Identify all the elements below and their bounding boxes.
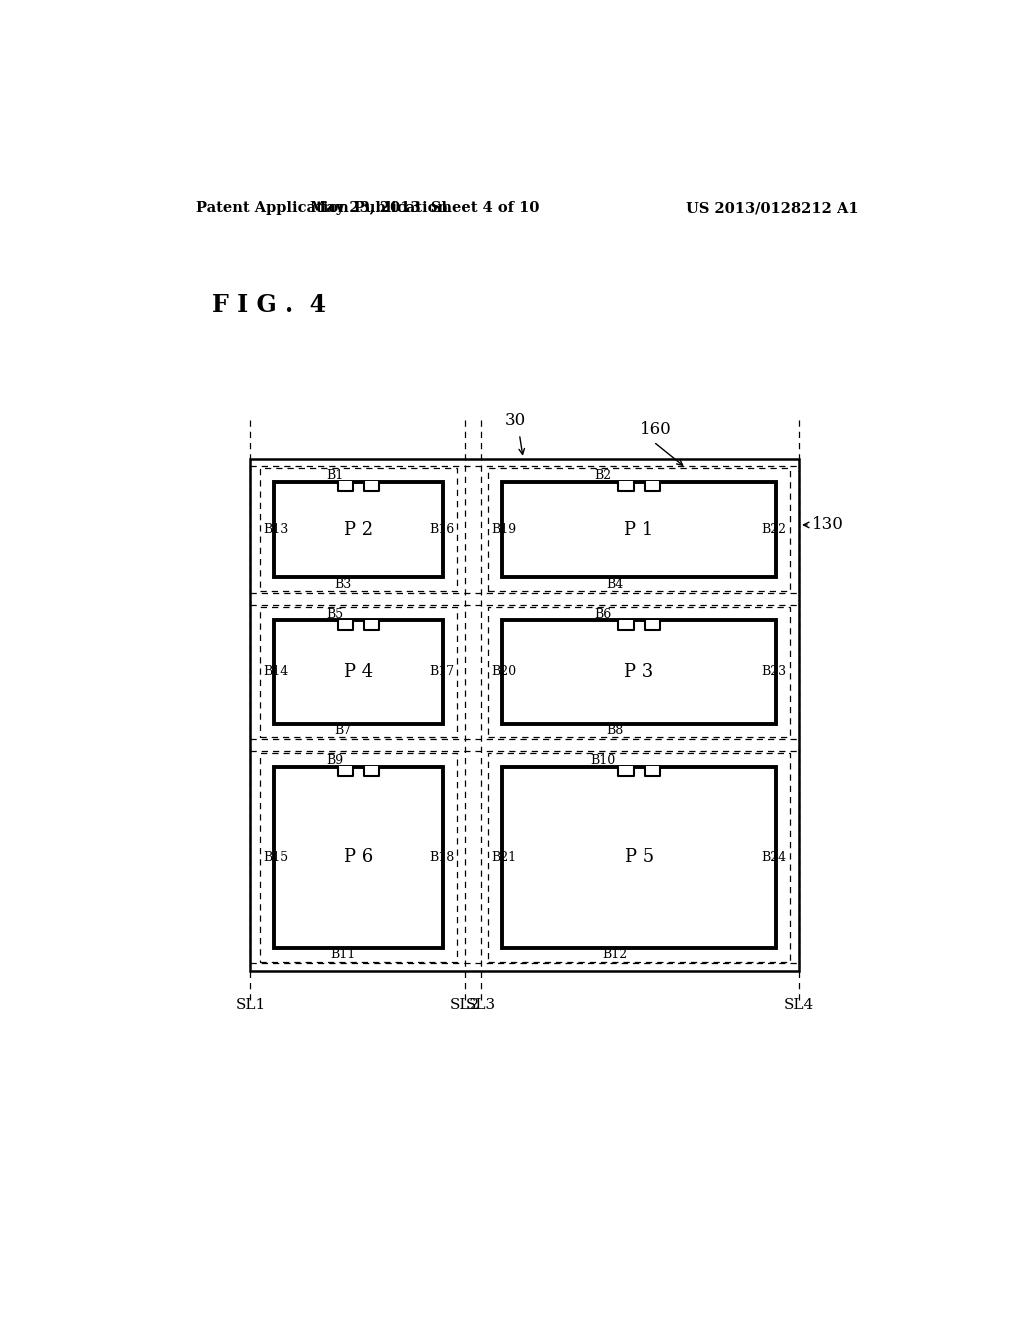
Bar bbox=[644, 480, 660, 492]
Text: B15: B15 bbox=[263, 850, 288, 863]
Text: US 2013/0128212 A1: US 2013/0128212 A1 bbox=[686, 202, 859, 215]
Text: SL1: SL1 bbox=[236, 998, 265, 1012]
Text: B2: B2 bbox=[594, 469, 611, 482]
Text: B12: B12 bbox=[602, 948, 628, 961]
Bar bbox=[364, 619, 380, 631]
Bar bbox=[618, 619, 634, 631]
Text: F I G .  4: F I G . 4 bbox=[212, 293, 326, 317]
Text: B10: B10 bbox=[590, 754, 615, 767]
Text: B11: B11 bbox=[330, 948, 355, 961]
Text: Patent Application Publication: Patent Application Publication bbox=[197, 202, 449, 215]
Text: B13: B13 bbox=[263, 523, 288, 536]
Text: B24: B24 bbox=[762, 850, 786, 863]
Text: SL3: SL3 bbox=[466, 998, 496, 1012]
Text: B18: B18 bbox=[429, 850, 455, 863]
Bar bbox=[488, 607, 790, 738]
Bar bbox=[488, 469, 790, 591]
Bar bbox=[260, 607, 458, 738]
Bar bbox=[644, 619, 660, 631]
Text: B17: B17 bbox=[429, 665, 455, 678]
Text: B1: B1 bbox=[327, 469, 343, 482]
Bar bbox=[503, 620, 776, 723]
Bar bbox=[338, 766, 353, 776]
Text: B4: B4 bbox=[606, 578, 624, 591]
Text: B3: B3 bbox=[334, 578, 351, 591]
Text: P 3: P 3 bbox=[625, 663, 653, 681]
Bar bbox=[338, 619, 353, 631]
Text: B20: B20 bbox=[492, 665, 516, 678]
Text: B19: B19 bbox=[492, 523, 516, 536]
Bar bbox=[273, 767, 443, 948]
Text: B8: B8 bbox=[606, 725, 624, 738]
Text: SL2: SL2 bbox=[450, 998, 480, 1012]
Bar bbox=[260, 469, 458, 591]
Bar bbox=[251, 459, 799, 970]
Bar bbox=[273, 482, 443, 577]
Bar bbox=[618, 766, 634, 776]
Text: P 5: P 5 bbox=[625, 849, 653, 866]
Text: B7: B7 bbox=[334, 725, 351, 738]
Text: P 6: P 6 bbox=[344, 849, 373, 866]
Text: B5: B5 bbox=[327, 607, 343, 620]
Text: 30: 30 bbox=[505, 412, 526, 429]
Text: May 23, 2013  Sheet 4 of 10: May 23, 2013 Sheet 4 of 10 bbox=[310, 202, 540, 215]
Text: 160: 160 bbox=[640, 421, 672, 438]
Bar bbox=[503, 482, 776, 577]
Text: B6: B6 bbox=[594, 607, 611, 620]
Text: B22: B22 bbox=[762, 523, 786, 536]
Text: B9: B9 bbox=[327, 754, 343, 767]
Text: SL4: SL4 bbox=[784, 998, 814, 1012]
Text: P 1: P 1 bbox=[625, 520, 653, 539]
Bar bbox=[503, 767, 776, 948]
Text: P 4: P 4 bbox=[344, 663, 373, 681]
Bar bbox=[618, 480, 634, 492]
Text: B14: B14 bbox=[263, 665, 288, 678]
Bar bbox=[364, 766, 380, 776]
Text: B21: B21 bbox=[492, 850, 516, 863]
Bar bbox=[644, 766, 660, 776]
Text: B23: B23 bbox=[762, 665, 786, 678]
Bar bbox=[364, 480, 380, 492]
Text: P 2: P 2 bbox=[344, 520, 373, 539]
Bar bbox=[273, 620, 443, 723]
Bar bbox=[338, 480, 353, 492]
Bar bbox=[488, 752, 790, 961]
Text: B16: B16 bbox=[429, 523, 455, 536]
Text: 130: 130 bbox=[812, 516, 844, 533]
Bar bbox=[260, 752, 458, 961]
